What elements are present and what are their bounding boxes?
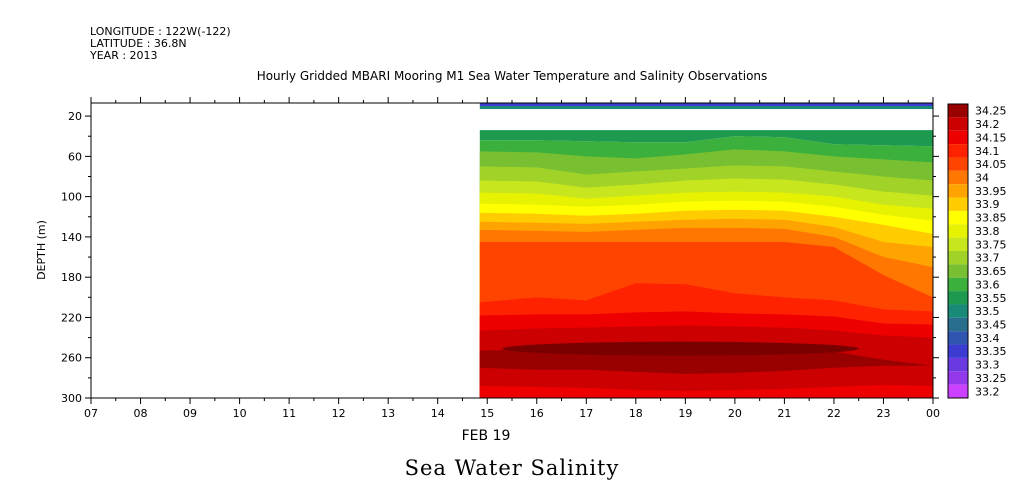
colorbar-swatch	[948, 170, 968, 185]
x-axis-label: FEB 19	[462, 428, 511, 444]
x-tick-label: 22	[827, 407, 841, 420]
colorbar-label: 33.75	[975, 238, 1007, 251]
colorbar-label: 33.2	[975, 385, 1000, 398]
colorbar-label: 34	[975, 172, 989, 185]
colorbar-swatch	[948, 277, 968, 292]
x-axis-ticks: 07 08 09 10 11 12 13 14 15 16 17 18 19 20 21 22 23 00	[84, 97, 940, 420]
x-tick-label: 17	[579, 407, 593, 420]
y-tick-label: 300	[61, 392, 82, 405]
y-tick-label: 100	[61, 191, 82, 204]
x-tick-label: 09	[183, 407, 197, 420]
x-tick-label: 18	[629, 407, 643, 420]
x-tick-label: 13	[381, 407, 395, 420]
top-bin-0	[479, 103, 933, 107]
colorbar-swatch	[948, 197, 968, 211]
x-tick-label: 00	[926, 407, 940, 420]
top-bin-1	[479, 106, 933, 110]
colorbar-label: 34.1	[975, 145, 1000, 158]
year-label: YEAR : 2013	[89, 49, 158, 62]
colorbar-label: 33.55	[975, 292, 1007, 305]
x-tick-label: 23	[876, 407, 890, 420]
colorbar-swatch	[948, 371, 968, 385]
colorbar-swatch	[948, 264, 968, 278]
colorbar-swatch	[948, 317, 968, 332]
colorbar-swatch	[948, 224, 968, 238]
colorbar-swatch	[948, 304, 968, 318]
colorbar-label: 34.25	[975, 105, 1007, 118]
x-tick-label: 15	[480, 407, 494, 420]
y-tick-label: 220	[61, 311, 82, 324]
x-tick-label: 12	[332, 407, 346, 420]
y-tick-label: 60	[68, 150, 82, 163]
y-axis-label: DEPTH (m)	[35, 220, 48, 280]
colorbar-label: 33.8	[975, 225, 1000, 238]
colorbar-swatch	[948, 251, 968, 265]
y-tick-label: 260	[61, 352, 82, 365]
x-tick-label: 20	[728, 407, 742, 420]
x-tick-label: 16	[530, 407, 544, 420]
x-tick-label: 07	[84, 407, 98, 420]
colorbar-label: 33.25	[975, 372, 1007, 385]
y-tick-label: 140	[61, 231, 82, 244]
colorbar-label: 33.7	[975, 252, 1000, 265]
colorbar-swatch	[948, 331, 968, 345]
chart-title: Hourly Gridded MBARI Mooring M1 Sea Wate…	[257, 69, 768, 83]
colorbar-swatch	[948, 237, 968, 251]
colorbar-frame	[947, 103, 969, 399]
colorbar-swatch	[948, 210, 968, 225]
colorbar-label: 33.35	[975, 345, 1007, 358]
colorbar-swatch	[948, 157, 968, 171]
x-tick-label: 10	[233, 407, 247, 420]
colorbar-swatch	[948, 144, 968, 158]
colorbar-label: 33.65	[975, 265, 1007, 278]
colorbar-label: 33.9	[975, 198, 1000, 211]
y-axis-ticks: 20 60 100 140 180 220 260 300	[61, 110, 939, 405]
colorbar-swatch	[948, 384, 968, 398]
latitude-label: LATITUDE : 36.8N	[90, 37, 187, 50]
variable-title: Sea Water Salinity	[405, 456, 620, 480]
colorbar-label: 33.45	[975, 319, 1007, 332]
x-tick-label: 21	[777, 407, 791, 420]
contour-band-15	[479, 384, 933, 398]
colorbar-swatch	[948, 357, 968, 372]
colorbar-swatch	[948, 184, 968, 198]
salinity-max-core	[502, 341, 859, 356]
colorbar-label: 34.05	[975, 158, 1007, 171]
salinity-contour-fills	[479, 103, 933, 398]
colorbar-swatch	[948, 291, 968, 305]
x-tick-label: 11	[282, 407, 296, 420]
colorbar-swatch	[948, 344, 968, 358]
x-tick-label: 14	[431, 407, 445, 420]
colorbar-label: 33.5	[975, 305, 1000, 318]
longitude-label: LONGITUDE : 122W(-122)	[90, 25, 231, 38]
x-tick-label: 08	[134, 407, 148, 420]
colorbar-label: 33.85	[975, 212, 1007, 225]
y-tick-label: 180	[61, 271, 82, 284]
colorbar-swatch	[948, 130, 968, 145]
colorbar-label: 34.2	[975, 118, 1000, 131]
colorbar-label: 33.95	[975, 185, 1007, 198]
colorbar-legend: 34.2534.234.1534.134.053433.9533.933.853…	[947, 103, 1007, 399]
contour-band-top	[479, 130, 933, 147]
colorbar-label: 33.3	[975, 359, 1000, 372]
colorbar-label: 33.4	[975, 332, 1000, 345]
y-tick-label: 20	[68, 110, 82, 123]
colorbar-label: 33.6	[975, 278, 1000, 291]
colorbar-swatch	[948, 104, 968, 118]
colorbar-swatch	[948, 117, 968, 131]
colorbar-label: 34.15	[975, 131, 1007, 144]
x-tick-label: 19	[678, 407, 692, 420]
